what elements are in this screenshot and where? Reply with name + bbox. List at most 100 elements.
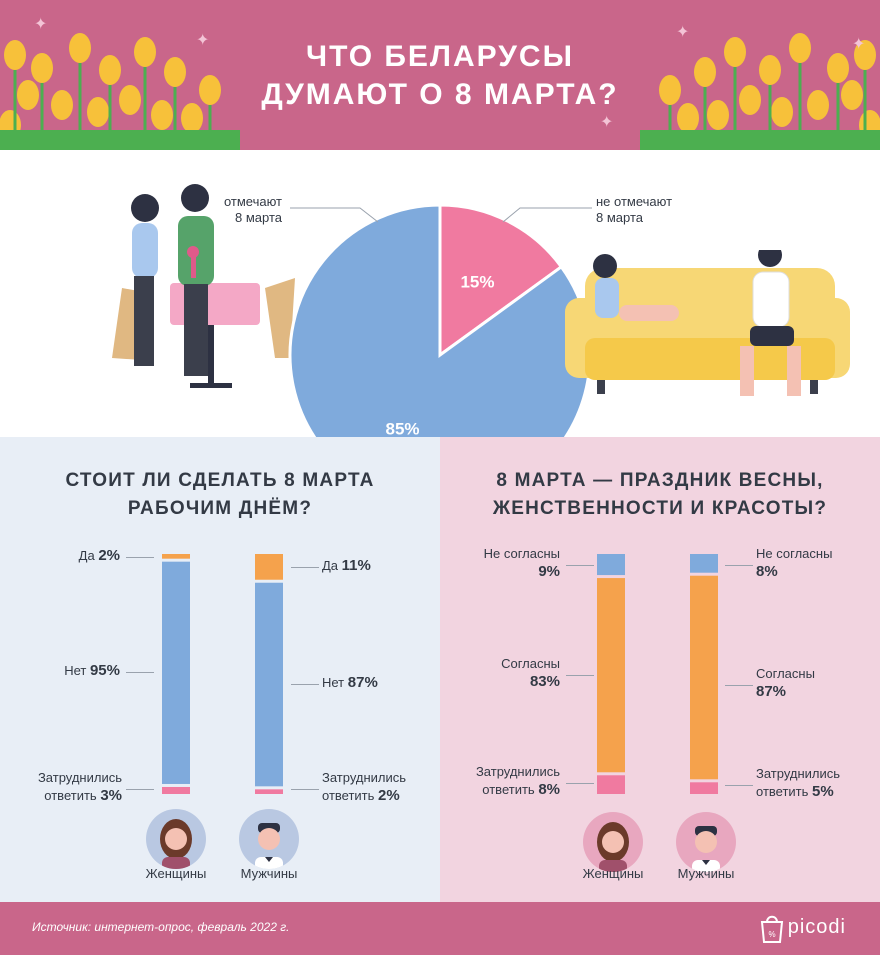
men-yes-value: 11% <box>341 557 371 574</box>
spring-question-panel: 8 МАРТА — ПРАЗДНИК ВЕСНЫ, ЖЕНСТВЕННОСТИ … <box>440 437 880 902</box>
man-avatar <box>239 809 299 869</box>
men-hard-tick <box>291 789 319 790</box>
women-hard2-label: Затруднились ответить 8% <box>476 763 560 799</box>
men-agree-text: Согласны <box>756 666 815 681</box>
women-yes-text: Да <box>78 548 95 563</box>
workday-title-line1: СТОИТ ЛИ СДЕЛАТЬ 8 МАРТА <box>65 470 375 491</box>
pie-chart: 15% 85% <box>288 203 592 437</box>
women-category-label-2: Женщины <box>582 866 644 881</box>
women-hard-label: Затруднились ответить 3% <box>38 769 122 805</box>
bar-segment <box>255 582 283 787</box>
women-hard-tick <box>126 789 154 790</box>
men-hard2-text2: ответить <box>756 784 809 799</box>
tulips-illustration-right <box>640 33 880 150</box>
men-hard2-tick <box>725 785 753 786</box>
men-hard2-value: 5% <box>812 783 834 800</box>
workday-bars <box>162 554 283 794</box>
svg-text:%: % <box>768 930 775 939</box>
men-hard2-text1: Затруднились <box>756 766 841 781</box>
women-disagree-text1: Не <box>483 546 501 561</box>
women-disagree-tick <box>566 565 594 566</box>
spring-title-line2: ЖЕНСТВЕННОСТИ И КРАСОТЫ? <box>492 498 828 519</box>
bar-segment <box>690 575 718 780</box>
women-hard-value: 3% <box>100 787 122 804</box>
man-face-icon <box>255 823 283 869</box>
men-hard2-label: Затруднились ответить 5% <box>756 765 840 801</box>
men-disagree-value: 8% <box>756 563 778 580</box>
bar-segment <box>255 789 283 794</box>
men-agree-tick <box>725 685 753 686</box>
women-hard2-text2: ответить <box>482 782 535 797</box>
men-yes-label: Да 11% <box>322 557 371 575</box>
women-hard2-text1: Затруднились <box>475 764 560 779</box>
woman-face-icon <box>597 822 629 872</box>
pie-label-celebrate: отмечают 8 марта <box>223 194 282 225</box>
men-no-tick <box>291 684 319 685</box>
bar-segment <box>597 554 625 576</box>
bar-segment <box>162 554 190 559</box>
couple-illustration <box>112 184 295 388</box>
sparkle-icon: ✦ <box>676 24 690 41</box>
women-yes-value: 2% <box>98 547 120 564</box>
pie-section: 15% 85% отмечают 8 марта не отмечают 8 ма… <box>0 150 880 437</box>
pie-slice-label: 15% <box>460 272 494 291</box>
pie-slice <box>288 203 592 437</box>
sparkle-icon: ✦ <box>34 16 48 33</box>
bar-segment <box>162 561 190 784</box>
picodi-logo-icon: % <box>760 915 784 943</box>
page-title-line1: ЧТО БЕЛАРУСЫ <box>306 40 574 73</box>
pie-slice <box>438 203 564 358</box>
men-yes-text: Да <box>322 558 339 573</box>
bar-segment <box>255 554 283 580</box>
picodi-logo-text: picodi <box>787 916 846 938</box>
workday-title-line2: РАБОЧИМ ДНЁМ? <box>127 498 313 519</box>
women-hard-text2: ответить <box>44 788 97 803</box>
page-title-line2: ДУМАЮТ О 8 МАРТА? <box>261 78 619 111</box>
men-no-label: Нет 87% <box>322 674 378 692</box>
women-category-label: Женщины <box>145 866 207 881</box>
bar-segment <box>690 554 718 573</box>
man-avatar-2 <box>676 812 736 872</box>
man-face-icon <box>692 826 720 872</box>
men-agree-value: 87% <box>756 683 787 700</box>
woman-avatar <box>146 809 206 869</box>
bar-segment <box>597 775 625 794</box>
men-yes-tick <box>291 567 319 568</box>
pie-leader-line <box>502 207 592 223</box>
women-agree-label: Согласны 83% <box>501 655 560 691</box>
women-agree-tick <box>566 675 594 676</box>
women-disagree-text2: согласны <box>503 546 560 561</box>
woman-face-icon <box>160 819 192 869</box>
women-no-tick <box>126 672 154 673</box>
bar-segment <box>597 578 625 773</box>
women-disagree-label: Не согласны 9% <box>484 545 560 581</box>
spring-question-title: 8 МАРТА — ПРАЗДНИК ВЕСНЫ, ЖЕНСТВЕННОСТИ … <box>440 467 880 523</box>
footer: Источник: интернет-опрос, февраль 2022 г… <box>0 902 880 955</box>
men-no-value: 87% <box>347 674 378 691</box>
workday-question-panel: СТОИТ ЛИ СДЕЛАТЬ 8 МАРТА РАБОЧИМ ДНЁМ? Д… <box>0 437 440 902</box>
spring-bars <box>597 554 718 794</box>
pie-leader-line <box>290 207 379 223</box>
bar-segment <box>162 786 190 794</box>
women-yes-label: Да 2% <box>79 547 120 565</box>
men-agree-label: Согласны 87% <box>756 665 815 701</box>
women-agree-text: Согласны <box>501 656 560 671</box>
men-hard-label: Затруднились ответить 2% <box>322 769 406 805</box>
men-disagree-text1: Не <box>756 546 773 561</box>
men-hard-value: 2% <box>378 787 400 804</box>
spring-title-line1: 8 МАРТА — ПРАЗДНИК ВЕСНЫ, <box>496 470 824 491</box>
sparkle-icon: ✦ <box>600 114 614 131</box>
women-hard2-tick <box>566 783 594 784</box>
pie-label-not-celebrate: не отмечают 8 марта <box>596 194 673 225</box>
men-no-text: Нет <box>322 675 345 690</box>
women-no-label: Нет 95% <box>64 662 120 680</box>
women-no-text: Нет <box>64 663 87 678</box>
women-hard2-value: 8% <box>538 781 560 798</box>
workday-question-title: СТОИТ ЛИ СДЕЛАТЬ 8 МАРТА РАБОЧИМ ДНЁМ? <box>0 467 440 523</box>
men-category-label: Мужчины <box>240 866 298 881</box>
source-note: Источник: интернет-опрос, февраль 2022 г… <box>32 920 290 934</box>
women-disagree-value: 9% <box>538 563 560 580</box>
women-hard-text1: Затруднились <box>37 770 122 785</box>
men-disagree-label: Не согласны 8% <box>756 545 832 581</box>
men-hard-text1: Затруднились <box>322 770 407 785</box>
